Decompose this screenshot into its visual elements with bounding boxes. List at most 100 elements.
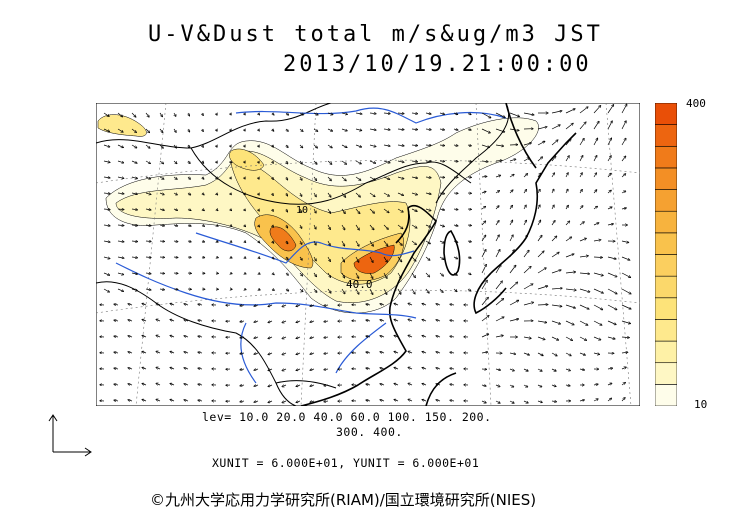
wind-vector (272, 177, 273, 179)
wind-vector (523, 284, 533, 290)
wind-vector (593, 304, 603, 310)
wind-vector (244, 177, 245, 179)
wind-vector (103, 144, 110, 147)
wind-vector (117, 257, 124, 258)
wind-vector (184, 304, 189, 305)
wind-vector (621, 256, 630, 260)
wind-vector (313, 160, 317, 164)
wind-vector (593, 353, 599, 354)
wind-vector (565, 352, 571, 356)
wind-vector (313, 224, 316, 229)
wind-vector (145, 289, 151, 290)
wind-vector (495, 299, 503, 306)
wind-vector (394, 368, 399, 370)
wind-vector (607, 256, 616, 259)
wind-vector (327, 224, 330, 229)
wind-vector (509, 206, 512, 210)
wind-vector (551, 401, 556, 402)
wind-vector (607, 224, 613, 225)
wind-vector (159, 225, 164, 226)
wind-vector (481, 281, 487, 290)
wind-vector (537, 385, 542, 387)
colorbar-min-label: 10 (694, 398, 708, 411)
colorbar-box (655, 297, 677, 320)
wind-vector (565, 173, 568, 178)
wind-vector (537, 368, 542, 371)
wind-vector (286, 224, 288, 228)
wind-vector (268, 401, 273, 403)
wind-vector (481, 192, 486, 194)
wind-vector (114, 304, 119, 305)
colorbar-max-label: 400 (686, 97, 706, 110)
wind-vector (300, 224, 302, 228)
wind-vector (509, 190, 513, 194)
wind-vector (299, 144, 303, 148)
wind-vector (621, 367, 626, 369)
wind-vector (131, 160, 137, 163)
wind-vector (481, 207, 485, 210)
wind-vector (481, 352, 488, 353)
wind-vector (453, 161, 458, 162)
wind-vector (383, 176, 390, 179)
wind-vector (383, 224, 388, 229)
wind-vector (369, 240, 373, 246)
wind-vector (383, 272, 387, 278)
wind-vector (244, 145, 245, 147)
wind-vectors (100, 104, 631, 403)
wind-vector (369, 192, 375, 197)
wind-vector (551, 140, 558, 146)
wind-vector (341, 113, 347, 114)
wind-vector (523, 205, 526, 210)
wind-vector (142, 384, 147, 386)
wind-vector (272, 289, 274, 290)
wind-vector (341, 240, 345, 246)
wind-vector (537, 157, 542, 162)
wind-vector (411, 145, 417, 146)
wind-vector (117, 272, 124, 275)
wind-vector (380, 400, 385, 401)
colorbar-box (655, 210, 677, 234)
wind-vector (114, 368, 119, 369)
wind-vector (128, 400, 133, 401)
wind-vector (202, 193, 204, 195)
wind-vector (258, 209, 259, 211)
wind-vector (366, 336, 371, 337)
wind-vector (397, 113, 404, 114)
wind-vector (551, 368, 556, 371)
chart-timestamp: 2013/10/19.21:00:00 (283, 52, 592, 77)
wind-vector (327, 288, 331, 293)
wind-vector (551, 236, 557, 242)
wind-vector (369, 160, 376, 163)
wind-vector (408, 367, 413, 369)
wind-vector (173, 144, 176, 148)
wind-vector (184, 352, 189, 353)
wind-vector (341, 272, 345, 278)
wind-vector (397, 240, 402, 245)
wind-vector (258, 241, 260, 243)
wind-vector (383, 129, 390, 130)
wind-vector (621, 352, 628, 353)
wind-vector (202, 225, 204, 226)
wind-vector (230, 273, 232, 274)
wind-vector (467, 161, 471, 162)
wind-vector (230, 241, 232, 242)
wind-vector (145, 257, 151, 258)
wind-vector (467, 257, 471, 258)
wind-vector (439, 272, 443, 276)
wind-vector (537, 286, 548, 290)
wind-vector (565, 123, 573, 130)
wind-vector (310, 337, 315, 338)
wind-vector (282, 401, 287, 403)
wind-vector (523, 190, 526, 194)
wind-vector (366, 384, 371, 385)
wind-vector (366, 320, 371, 321)
wind-vector (467, 113, 471, 115)
wind-vector (131, 257, 137, 258)
wind-vector (272, 145, 273, 147)
wind-vector (537, 320, 547, 323)
wind-vector (579, 369, 584, 370)
wind-vector (495, 317, 504, 322)
wind-vector (621, 272, 630, 277)
wind-vector (131, 273, 137, 274)
wind-vector (369, 272, 373, 278)
